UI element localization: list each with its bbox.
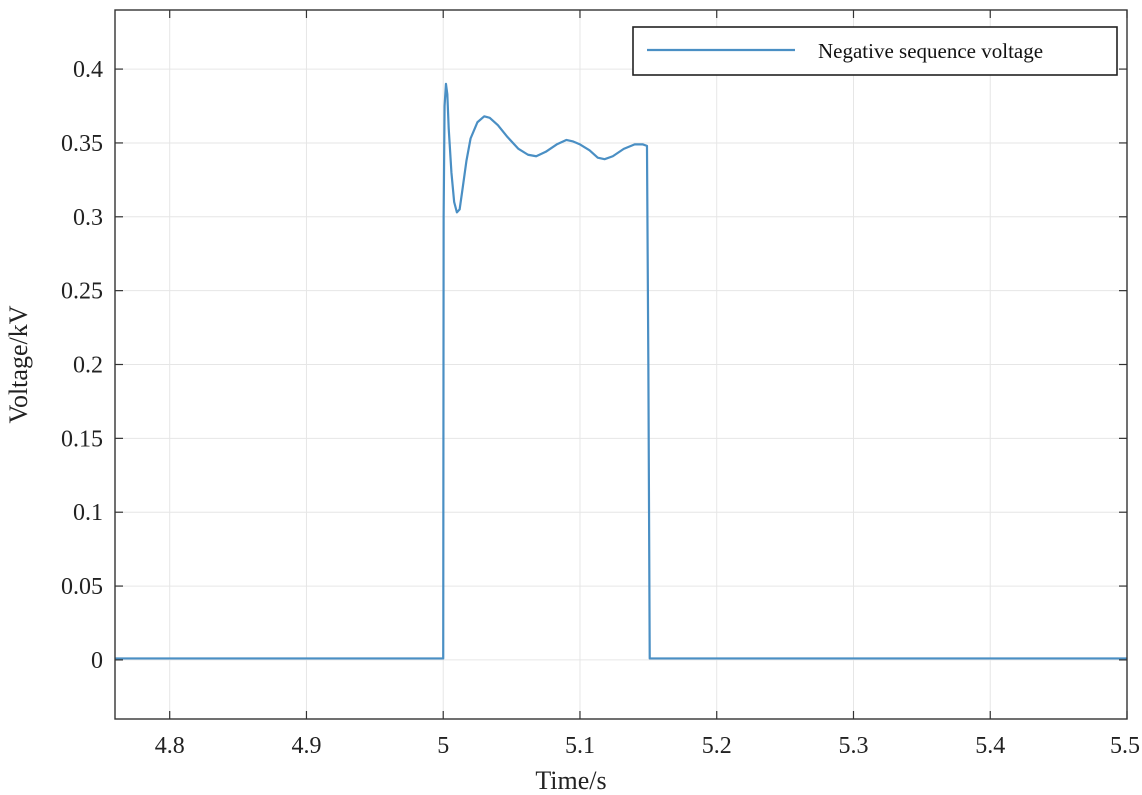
y-tick-label: 0.2 bbox=[73, 353, 103, 379]
x-tick-label: 5.3 bbox=[838, 733, 868, 759]
x-axis-label: Time/s bbox=[535, 766, 606, 795]
y-tick-label: 0.1 bbox=[73, 500, 103, 526]
x-tick-label: 5.1 bbox=[565, 733, 595, 759]
x-tick-label: 5.4 bbox=[975, 733, 1005, 759]
series-line-0 bbox=[115, 82, 1127, 660]
y-tick-label: 0.3 bbox=[73, 205, 103, 231]
y-axis-label: Voltage/kV bbox=[4, 305, 33, 423]
legend: Negative sequence voltage bbox=[632, 26, 1118, 76]
x-tick-label: 4.8 bbox=[155, 733, 185, 759]
y-tick-label: 0.35 bbox=[61, 131, 103, 157]
series-layer bbox=[115, 82, 1127, 660]
x-axis-ticks: 4.8 4.9 5 5.1 5.2 5.3 5.4 5.5 bbox=[155, 10, 1140, 759]
x-tick-label: 5 bbox=[437, 733, 449, 759]
x-tick-label: 5.2 bbox=[702, 733, 732, 759]
y-tick-label: 0.15 bbox=[61, 426, 103, 452]
legend-entry-label: Negative sequence voltage bbox=[818, 39, 1043, 63]
x-tick-label: 5.5 bbox=[1110, 733, 1140, 759]
y-tick-label: 0.05 bbox=[61, 574, 103, 600]
y-tick-label: 0.25 bbox=[61, 279, 103, 305]
y-tick-label: 0.4 bbox=[73, 57, 103, 83]
y-axis-ticks: 0 0.05 0.1 0.15 0.2 0.25 0.3 0.35 0.4 bbox=[61, 57, 1127, 674]
x-tick-label: 4.9 bbox=[291, 733, 321, 759]
y-tick-label: 0 bbox=[91, 648, 103, 674]
